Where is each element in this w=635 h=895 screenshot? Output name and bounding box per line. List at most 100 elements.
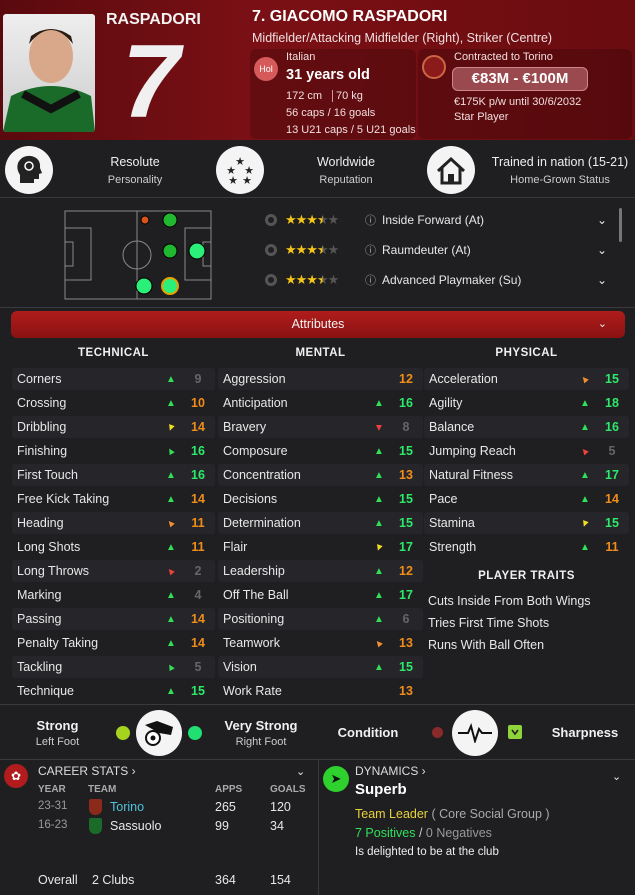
- attribute-row[interactable]: Natural Fitness ▲ 17: [424, 464, 629, 486]
- attribute-row[interactable]: Bravery ▲ 8: [218, 416, 423, 438]
- trend-arrow-icon: ▲: [580, 397, 590, 409]
- attribute-row[interactable]: Corners ▲ 9: [12, 368, 215, 390]
- attribute-row[interactable]: Dribbling ▲ 14: [12, 416, 215, 438]
- info-icon[interactable]: ⓘ: [365, 215, 376, 227]
- roles-scrollbar[interactable]: [619, 208, 622, 242]
- role-row[interactable]: ★★★★★ ⓘ Advanced Playmaker (Su) ⌄: [265, 268, 615, 292]
- divider: [0, 759, 635, 760]
- attribute-row[interactable]: Decisions ▲ 15: [218, 488, 423, 510]
- reputation-label: Reputation: [319, 174, 373, 186]
- team-link[interactable]: Torino: [110, 800, 145, 814]
- torino-badge-icon[interactable]: [422, 55, 446, 79]
- role-select-radio[interactable]: [265, 214, 277, 226]
- role-select-radio[interactable]: [265, 244, 277, 256]
- attribute-row[interactable]: Agility ▲ 18: [424, 392, 629, 414]
- attribute-name: Work Rate: [223, 684, 282, 698]
- trend-arrow-icon: ▲: [166, 637, 176, 649]
- attribute-row[interactable]: Acceleration ▲ 15: [424, 368, 629, 390]
- attribute-value: 2: [194, 564, 202, 578]
- attribute-row[interactable]: Strength ▲ 11: [424, 536, 629, 558]
- trend-arrow-icon: ▲: [371, 635, 387, 651]
- overall-clubs: 2 Clubs: [92, 873, 135, 887]
- attribute-row[interactable]: Anticipation ▲ 16: [218, 392, 423, 414]
- attribute-row[interactable]: Free Kick Taking ▲ 14: [12, 488, 215, 510]
- info-icon[interactable]: ⓘ: [365, 275, 376, 287]
- divider: [0, 704, 635, 705]
- attribute-row[interactable]: Finishing ▲ 16: [12, 440, 215, 462]
- chevron-down-icon[interactable]: ⌄: [296, 766, 306, 778]
- attribute-name: Natural Fitness: [429, 468, 514, 482]
- wage: €175K p/w until 30/6/2032: [454, 96, 582, 108]
- chevron-down-icon[interactable]: ⌄: [596, 243, 607, 257]
- attribute-row[interactable]: Off The Ball ▲ 17: [218, 584, 423, 606]
- trend-arrow-icon: ▲: [578, 516, 592, 530]
- dynamics-title: DYNAMICS: [355, 764, 419, 778]
- attribute-row[interactable]: Crossing ▲ 10: [12, 392, 215, 414]
- position-pitch[interactable]: [64, 210, 212, 302]
- age: 31 years old: [286, 67, 370, 83]
- chevron-down-icon[interactable]: ⌄: [612, 771, 622, 783]
- dynamics-icon: ➤: [323, 766, 349, 792]
- attribute-row[interactable]: Leadership ▲ 12: [218, 560, 423, 582]
- trend-arrow-icon: ▲: [166, 469, 176, 481]
- attribute-row[interactable]: Stamina ▲ 15: [424, 512, 629, 534]
- attribute-row[interactable]: Teamwork ▲ 13: [218, 632, 423, 654]
- attribute-row[interactable]: Marking ▲ 4: [12, 584, 215, 606]
- trend-arrow-icon: ▲: [374, 421, 384, 433]
- career-stats-link[interactable]: CAREER STATS ›: [38, 764, 136, 778]
- attribute-row[interactable]: Long Throws ▲ 2: [12, 560, 215, 582]
- attribute-name: Leadership: [223, 564, 285, 578]
- info-icon[interactable]: ⓘ: [365, 245, 376, 257]
- role-name: Raumdeuter (At): [382, 243, 471, 257]
- overall-label: Overall: [38, 873, 78, 887]
- attribute-row[interactable]: Pace ▲ 14: [424, 488, 629, 510]
- attribute-row[interactable]: Vision ▲ 15: [218, 656, 423, 678]
- role-row[interactable]: ★★★★★ ⓘ Raumdeuter (At) ⌄: [265, 238, 615, 262]
- svg-text:★: ★: [242, 175, 252, 185]
- attribute-name: Teamwork: [223, 636, 280, 650]
- attribute-row[interactable]: Jumping Reach ▲ 5: [424, 440, 629, 462]
- team-link[interactable]: Sassuolo: [110, 819, 162, 833]
- attribute-value: 15: [605, 372, 619, 386]
- dynamics-level: Superb: [355, 781, 407, 798]
- attribute-value: 15: [399, 660, 413, 674]
- attribute-row[interactable]: First Touch ▲ 16: [12, 464, 215, 486]
- attribute-value: 5: [194, 660, 202, 674]
- trend-arrow-icon: ▲: [580, 469, 590, 481]
- social-group: ( Core Social Group ): [431, 807, 550, 821]
- goals: 120: [270, 800, 291, 814]
- attribute-row[interactable]: Positioning ▲ 6: [218, 608, 423, 630]
- attribute-row[interactable]: Tackling ▲ 5: [12, 656, 215, 678]
- attribute-row[interactable]: Determination ▲ 15: [218, 512, 423, 534]
- attribute-row[interactable]: Work Rate 13: [218, 680, 423, 702]
- attribute-row[interactable]: Long Shots ▲ 11: [12, 536, 215, 558]
- attribute-name: Technique: [17, 684, 74, 698]
- attribute-row[interactable]: Concentration ▲ 13: [218, 464, 423, 486]
- trend-arrow-icon: ▲: [577, 443, 593, 459]
- attribute-value: 9: [194, 372, 202, 386]
- overall-goals: 154: [270, 873, 291, 887]
- condition-indicator: [432, 727, 443, 738]
- nation-badge[interactable]: Hol: [254, 57, 278, 81]
- attribute-row[interactable]: Technique ▲ 15: [12, 680, 215, 702]
- attributes-header-button[interactable]: Attributes ⌄: [11, 311, 625, 338]
- position-dot: [162, 243, 178, 259]
- attribute-name: Strength: [429, 540, 477, 554]
- attribute-row[interactable]: Balance ▲ 16: [424, 416, 629, 438]
- attribute-name: Vision: [223, 660, 257, 674]
- attribute-row[interactable]: Heading ▲ 11: [12, 512, 215, 534]
- physical-attributes: Acceleration ▲ 15 Agility ▲ 18 Balance ▲ 16 Jumpi…: [424, 368, 629, 560]
- contract-club[interactable]: Contracted to Torino: [454, 51, 553, 63]
- chevron-down-icon[interactable]: ⌄: [596, 273, 607, 287]
- attribute-row[interactable]: Aggression 12: [218, 368, 423, 390]
- attribute-row[interactable]: Flair ▲ 17: [218, 536, 423, 558]
- trend-arrow-icon: ▲: [577, 371, 593, 387]
- attribute-row[interactable]: Composure ▲ 15: [218, 440, 423, 462]
- role-select-radio[interactable]: [265, 274, 277, 286]
- attribute-row[interactable]: Passing ▲ 14: [12, 608, 215, 630]
- dynamics-link[interactable]: DYNAMICS ›: [355, 764, 426, 778]
- role-row[interactable]: ★★★★★ ⓘ Inside Forward (At) ⌄: [265, 208, 615, 232]
- attribute-name: Aggression: [223, 372, 286, 386]
- attribute-row[interactable]: Penalty Taking ▲ 14: [12, 632, 215, 654]
- chevron-down-icon[interactable]: ⌄: [596, 213, 607, 227]
